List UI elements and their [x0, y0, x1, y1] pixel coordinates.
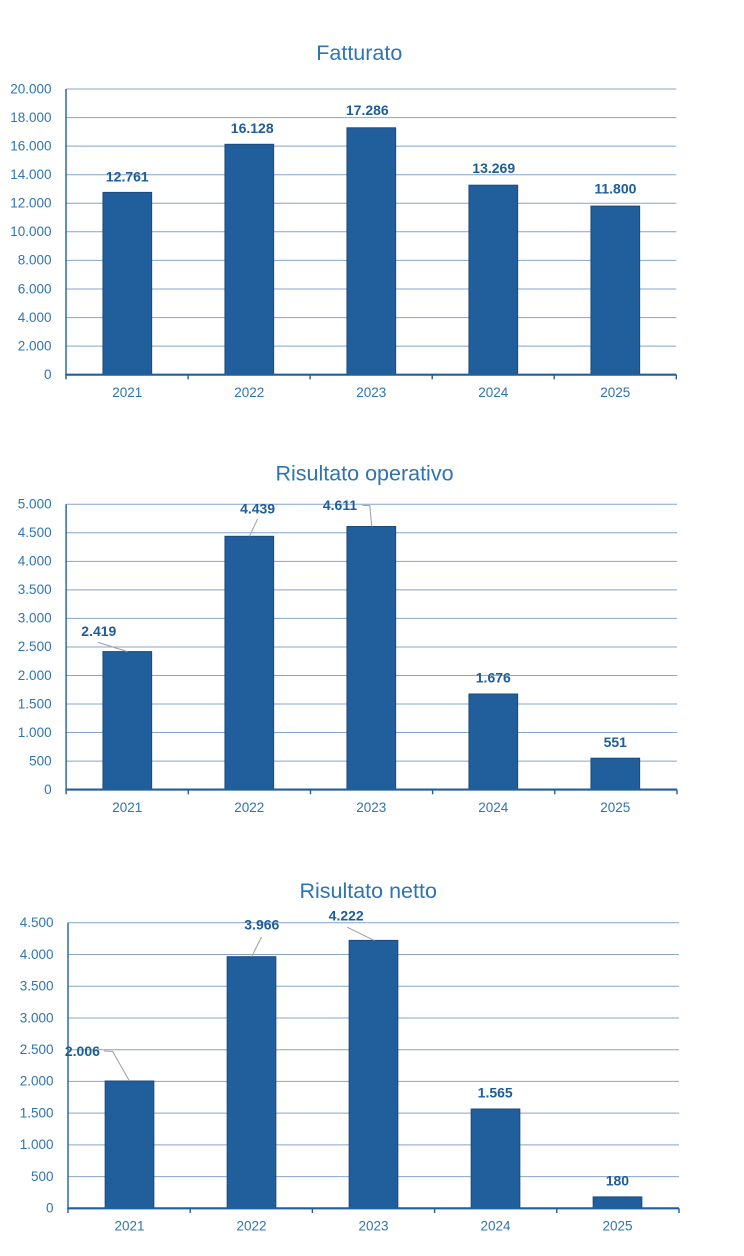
svg-text:500: 500	[31, 1169, 54, 1184]
svg-text:500: 500	[29, 753, 52, 768]
svg-text:20.000: 20.000	[10, 81, 51, 96]
svg-text:1.000: 1.000	[18, 725, 52, 740]
svg-text:0: 0	[44, 782, 52, 797]
svg-text:0: 0	[46, 1201, 54, 1216]
svg-text:Risultato netto: Risultato netto	[299, 879, 436, 903]
svg-text:5.000: 5.000	[18, 497, 52, 512]
svg-text:4.000: 4.000	[18, 554, 52, 569]
svg-text:2.000: 2.000	[18, 338, 52, 353]
svg-text:180: 180	[606, 1172, 630, 1188]
svg-text:18.000: 18.000	[10, 110, 51, 125]
svg-text:2.500: 2.500	[18, 639, 52, 654]
svg-text:6.000: 6.000	[18, 281, 52, 296]
svg-text:2.500: 2.500	[20, 1042, 54, 1057]
svg-text:3.500: 3.500	[18, 582, 52, 597]
svg-text:16.000: 16.000	[10, 138, 51, 153]
svg-text:12.761: 12.761	[106, 169, 149, 185]
svg-text:2023: 2023	[356, 800, 386, 815]
svg-text:4.222: 4.222	[329, 908, 364, 924]
svg-text:2024: 2024	[478, 800, 509, 815]
svg-text:2021: 2021	[112, 800, 142, 815]
svg-text:2021: 2021	[114, 1219, 144, 1234]
svg-text:4.439: 4.439	[240, 501, 275, 517]
svg-text:17.286: 17.286	[346, 102, 389, 118]
svg-text:2022: 2022	[234, 385, 264, 400]
svg-text:1.676: 1.676	[476, 670, 511, 686]
svg-text:2022: 2022	[236, 1219, 266, 1234]
svg-text:2023: 2023	[358, 1219, 388, 1234]
svg-text:12.000: 12.000	[10, 196, 51, 211]
svg-text:3.000: 3.000	[20, 1010, 54, 1025]
svg-text:0: 0	[44, 367, 52, 382]
svg-text:10.000: 10.000	[10, 224, 51, 239]
svg-text:1.500: 1.500	[20, 1105, 54, 1120]
svg-text:4.611: 4.611	[323, 497, 357, 513]
svg-text:8.000: 8.000	[18, 253, 52, 268]
svg-text:2024: 2024	[480, 1219, 511, 1234]
svg-text:1.500: 1.500	[18, 696, 52, 711]
svg-text:2.000: 2.000	[18, 668, 52, 683]
svg-text:1.000: 1.000	[20, 1137, 54, 1152]
svg-text:1.565: 1.565	[478, 1084, 513, 1100]
svg-text:2025: 2025	[600, 800, 630, 815]
svg-text:4.000: 4.000	[18, 310, 52, 325]
svg-text:2024: 2024	[478, 385, 509, 400]
svg-text:14.000: 14.000	[10, 167, 51, 182]
svg-text:3.966: 3.966	[244, 917, 279, 933]
svg-text:2021: 2021	[112, 385, 142, 400]
svg-text:16.128: 16.128	[231, 120, 274, 136]
svg-text:Risultato operativo: Risultato operativo	[275, 461, 453, 485]
svg-text:4.000: 4.000	[20, 947, 54, 962]
svg-text:3.000: 3.000	[18, 611, 52, 626]
svg-text:2023: 2023	[356, 385, 386, 400]
svg-text:3.500: 3.500	[20, 979, 54, 994]
svg-text:Fatturato: Fatturato	[316, 41, 402, 65]
svg-text:551: 551	[604, 734, 628, 750]
svg-text:2.006: 2.006	[65, 1043, 100, 1059]
svg-text:4.500: 4.500	[20, 915, 54, 930]
svg-text:2025: 2025	[602, 1219, 632, 1234]
svg-text:2025: 2025	[600, 385, 630, 400]
svg-text:2.000: 2.000	[20, 1074, 54, 1089]
svg-text:4.500: 4.500	[18, 525, 52, 540]
svg-text:2.419: 2.419	[81, 623, 116, 639]
svg-text:11.800: 11.800	[594, 181, 636, 197]
svg-text:13.269: 13.269	[472, 160, 515, 176]
svg-text:2022: 2022	[234, 800, 264, 815]
